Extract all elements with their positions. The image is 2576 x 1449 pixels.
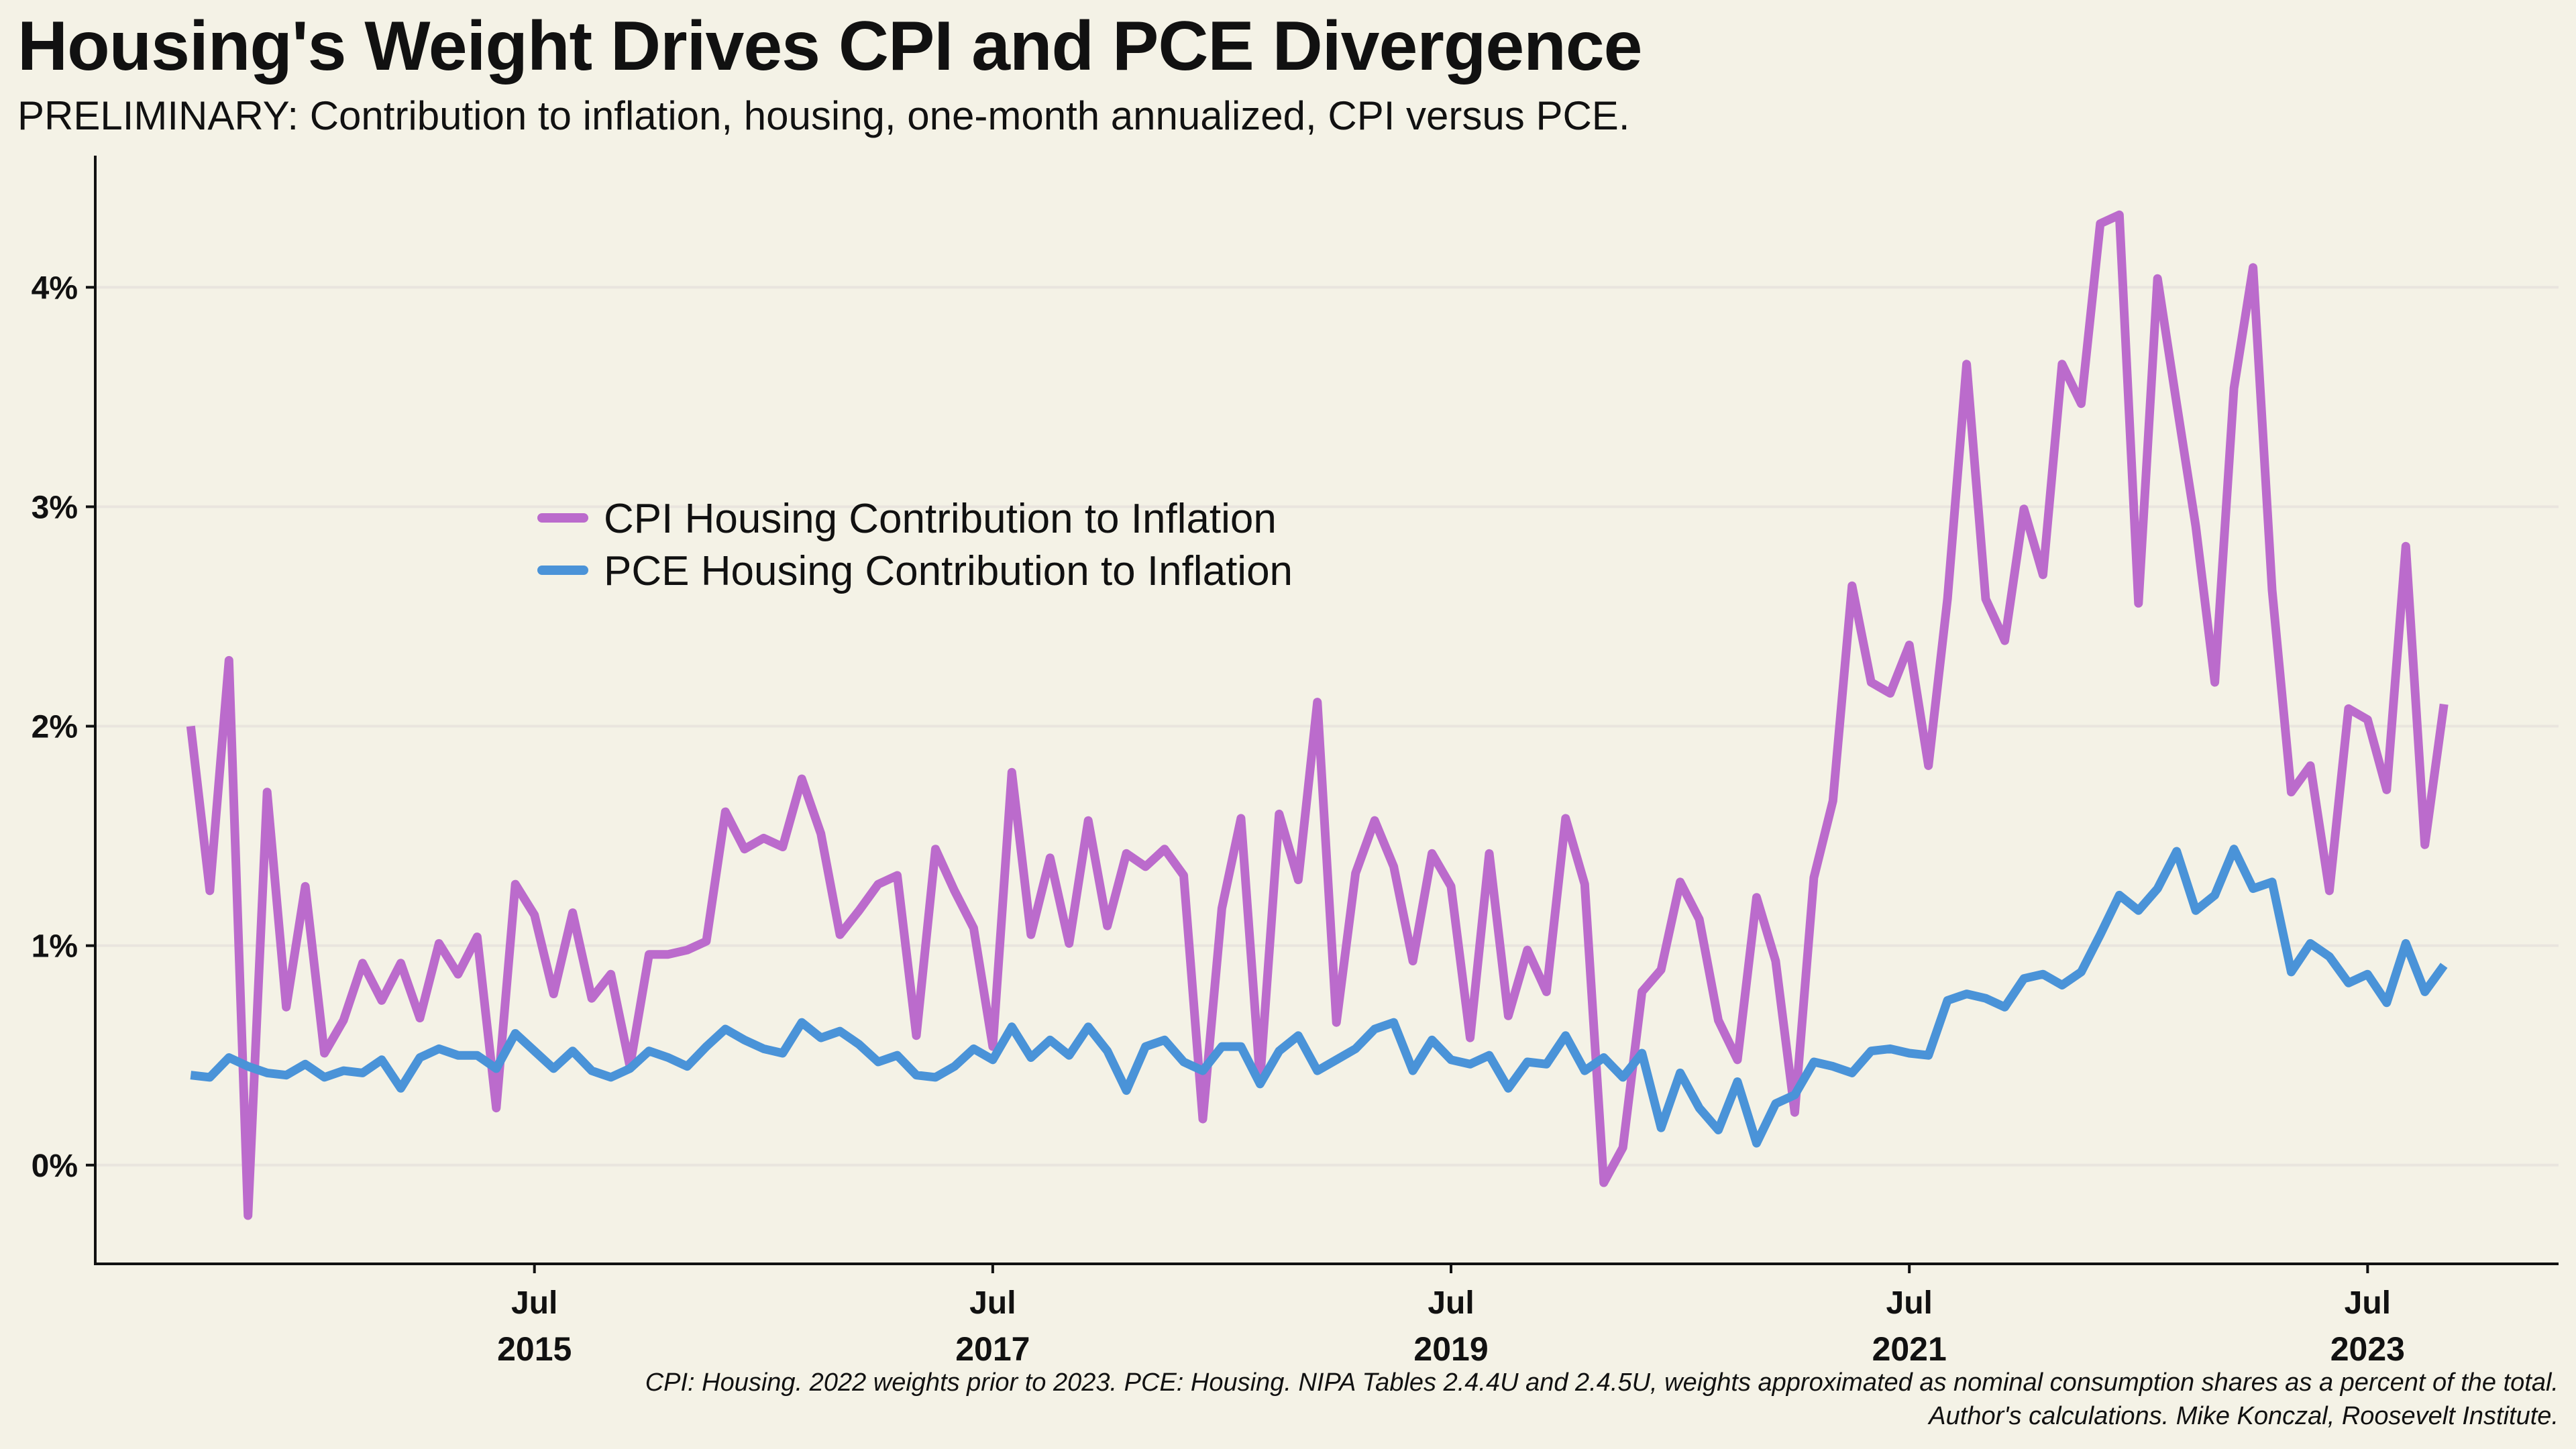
pce-series-line — [190, 845, 2448, 1148]
axes: 0% 1% 2% 3% 4% Jul 2015 Jul 2017 Jul 2019 Jul 2021 Ju… — [32, 156, 2559, 1368]
chart-caption: CPI: Housing. 2022 weights prior to 2023… — [645, 1366, 2559, 1433]
x-tick-label-month: Jul — [2345, 1285, 2391, 1321]
series-lines — [186, 210, 2449, 1220]
caption-line-2: Author's calculations. Mike Konczal, Roo… — [1929, 1402, 2559, 1430]
x-tick-label-year: 2021 — [1872, 1330, 1947, 1368]
legend: CPI Housing Contribution to Inflation PCE… — [537, 496, 1293, 594]
legend-label: CPI Housing Contribution to Inflation — [604, 496, 1277, 542]
x-tick-label-year: 2015 — [497, 1330, 572, 1368]
x-tick-label-year: 2019 — [1413, 1330, 1488, 1368]
y-tick-label: 4% — [32, 270, 78, 306]
x-tick-label-month: Jul — [511, 1285, 557, 1321]
x-tick-label-month: Jul — [969, 1285, 1016, 1321]
y-tick-label: 2% — [32, 710, 78, 745]
x-tick-label-month: Jul — [1886, 1285, 1933, 1321]
gridlines — [95, 286, 2559, 1167]
x-tick-label-month: Jul — [1428, 1285, 1474, 1321]
x-tick-label-year: 2023 — [2330, 1330, 2405, 1368]
legend-label: PCE Housing Contribution to Inflation — [604, 548, 1293, 594]
cpi-series-line — [186, 210, 2449, 1220]
y-tick-label: 3% — [32, 490, 78, 525]
caption-line-1: CPI: Housing. 2022 weights prior to 2023… — [645, 1368, 2559, 1397]
x-tick-label-year: 2017 — [955, 1330, 1030, 1368]
y-tick-label: 0% — [32, 1148, 78, 1184]
chart-subtitle: PRELIMINARY: Contribution to inflation, … — [17, 93, 1630, 138]
y-tick-label: 1% — [32, 929, 78, 965]
chart-title: Housing's Weight Drives CPI and PCE Dive… — [17, 7, 1642, 85]
